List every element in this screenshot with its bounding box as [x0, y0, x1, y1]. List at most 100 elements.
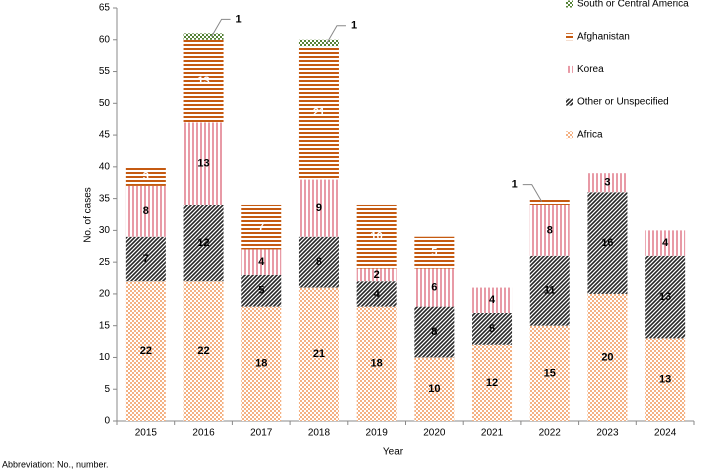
data-label: 13	[659, 374, 671, 386]
data-label: 7	[258, 221, 264, 233]
x-tick-label: 2023	[596, 428, 619, 439]
x-tick-label: 2021	[481, 428, 504, 439]
bar-segment	[183, 204, 224, 282]
data-label: 18	[255, 358, 267, 370]
y-tick-label: 5	[104, 384, 110, 395]
bar-segment	[241, 274, 282, 307]
bar-segment	[298, 46, 339, 180]
data-label: 13	[197, 75, 209, 87]
bar-segment	[587, 293, 628, 421]
data-label: 15	[544, 367, 556, 379]
bar-segment	[414, 306, 455, 358]
data-label: 8	[431, 326, 437, 338]
data-label: 8	[547, 224, 553, 236]
legend-swatch	[566, 33, 573, 41]
x-tick-label: 2022	[539, 428, 562, 439]
bar-segment	[298, 179, 339, 237]
data-label: 2	[374, 269, 380, 281]
bar-segment	[298, 236, 339, 288]
data-label: 3	[604, 177, 610, 189]
leader-line	[326, 25, 346, 44]
legend-swatch	[566, 65, 573, 73]
bar-segment	[356, 281, 397, 307]
bar-segment	[183, 122, 224, 205]
y-tick-label: 0	[104, 416, 110, 427]
data-label: 4	[489, 294, 496, 306]
legend-swatch	[566, 0, 573, 8]
data-label: 16	[601, 237, 613, 249]
y-tick-label: 50	[99, 98, 111, 109]
y-tick-label: 60	[99, 34, 111, 45]
bar-segment	[645, 230, 686, 256]
legend-label: Afghanistan	[577, 31, 630, 42]
bar-segment	[241, 204, 282, 250]
bar-segment	[125, 236, 166, 282]
data-label: 10	[371, 231, 383, 243]
y-tick-label: 30	[99, 225, 111, 236]
data-label: 22	[140, 345, 152, 357]
bar-segment	[529, 325, 570, 421]
data-label: 1	[512, 179, 518, 191]
bar-segment	[472, 312, 513, 345]
data-label: 18	[371, 358, 383, 370]
bar-segment	[414, 357, 455, 421]
y-tick-label: 10	[99, 352, 111, 363]
y-tick-label: 35	[99, 193, 111, 204]
x-axis-title: Year	[383, 447, 404, 458]
bar-segment	[241, 306, 282, 421]
x-tick-label: 2018	[308, 428, 331, 439]
y-tick-label: 40	[99, 161, 111, 172]
legend-label: Other or Unspecified	[577, 97, 669, 108]
legend-label: Korea	[577, 64, 604, 75]
data-label: 4	[374, 288, 381, 300]
leader-line	[211, 18, 231, 37]
y-tick-label: 25	[99, 257, 111, 268]
data-label: 5	[258, 285, 264, 297]
data-label: 5	[489, 323, 495, 335]
data-label: 13	[197, 158, 209, 170]
bar-segment	[183, 281, 224, 421]
data-label: 12	[197, 237, 209, 249]
bar-segment	[414, 236, 455, 269]
data-label: 4	[258, 256, 265, 268]
bar-segment	[125, 185, 166, 237]
legend-label: South or Central America	[577, 0, 689, 10]
bar-segment	[356, 268, 397, 282]
legend-label: Africa	[577, 129, 603, 140]
bar-segment	[183, 33, 224, 40]
data-label: 20	[601, 351, 613, 363]
bar-segment	[414, 268, 455, 307]
y-tick-label: 45	[99, 130, 111, 141]
data-label: 5	[431, 247, 437, 259]
bar-segment	[529, 255, 570, 326]
bar-segment	[645, 338, 686, 421]
bar-segment	[298, 39, 339, 47]
y-axis-title: No. of cases	[83, 187, 94, 243]
bar-segment	[125, 166, 166, 186]
y-tick-label: 15	[99, 320, 111, 331]
bar-segment	[298, 287, 339, 421]
data-label: 11	[544, 285, 556, 297]
data-label: 3	[143, 170, 149, 182]
bar-segment	[241, 249, 282, 275]
data-label: 8	[316, 256, 322, 268]
x-tick-label: 2024	[654, 428, 677, 439]
x-tick-label: 2015	[135, 428, 158, 439]
data-label: 8	[143, 205, 149, 217]
leader-line	[522, 184, 543, 203]
data-label: 21	[313, 107, 325, 119]
bar-segment	[587, 173, 628, 193]
data-label: 7	[143, 253, 149, 265]
data-label: 6	[431, 281, 437, 293]
bar-segment	[356, 306, 397, 421]
bar-segment	[125, 281, 166, 421]
bar-segment	[529, 198, 570, 205]
y-tick-label: 55	[99, 66, 111, 77]
bar-segment	[645, 255, 686, 339]
bar-segment	[472, 344, 513, 421]
footnote: Abbreviation: No., number.	[2, 459, 109, 469]
bar-segment	[472, 287, 513, 313]
x-tick-label: 2017	[250, 428, 273, 439]
data-label: 12	[486, 377, 498, 389]
